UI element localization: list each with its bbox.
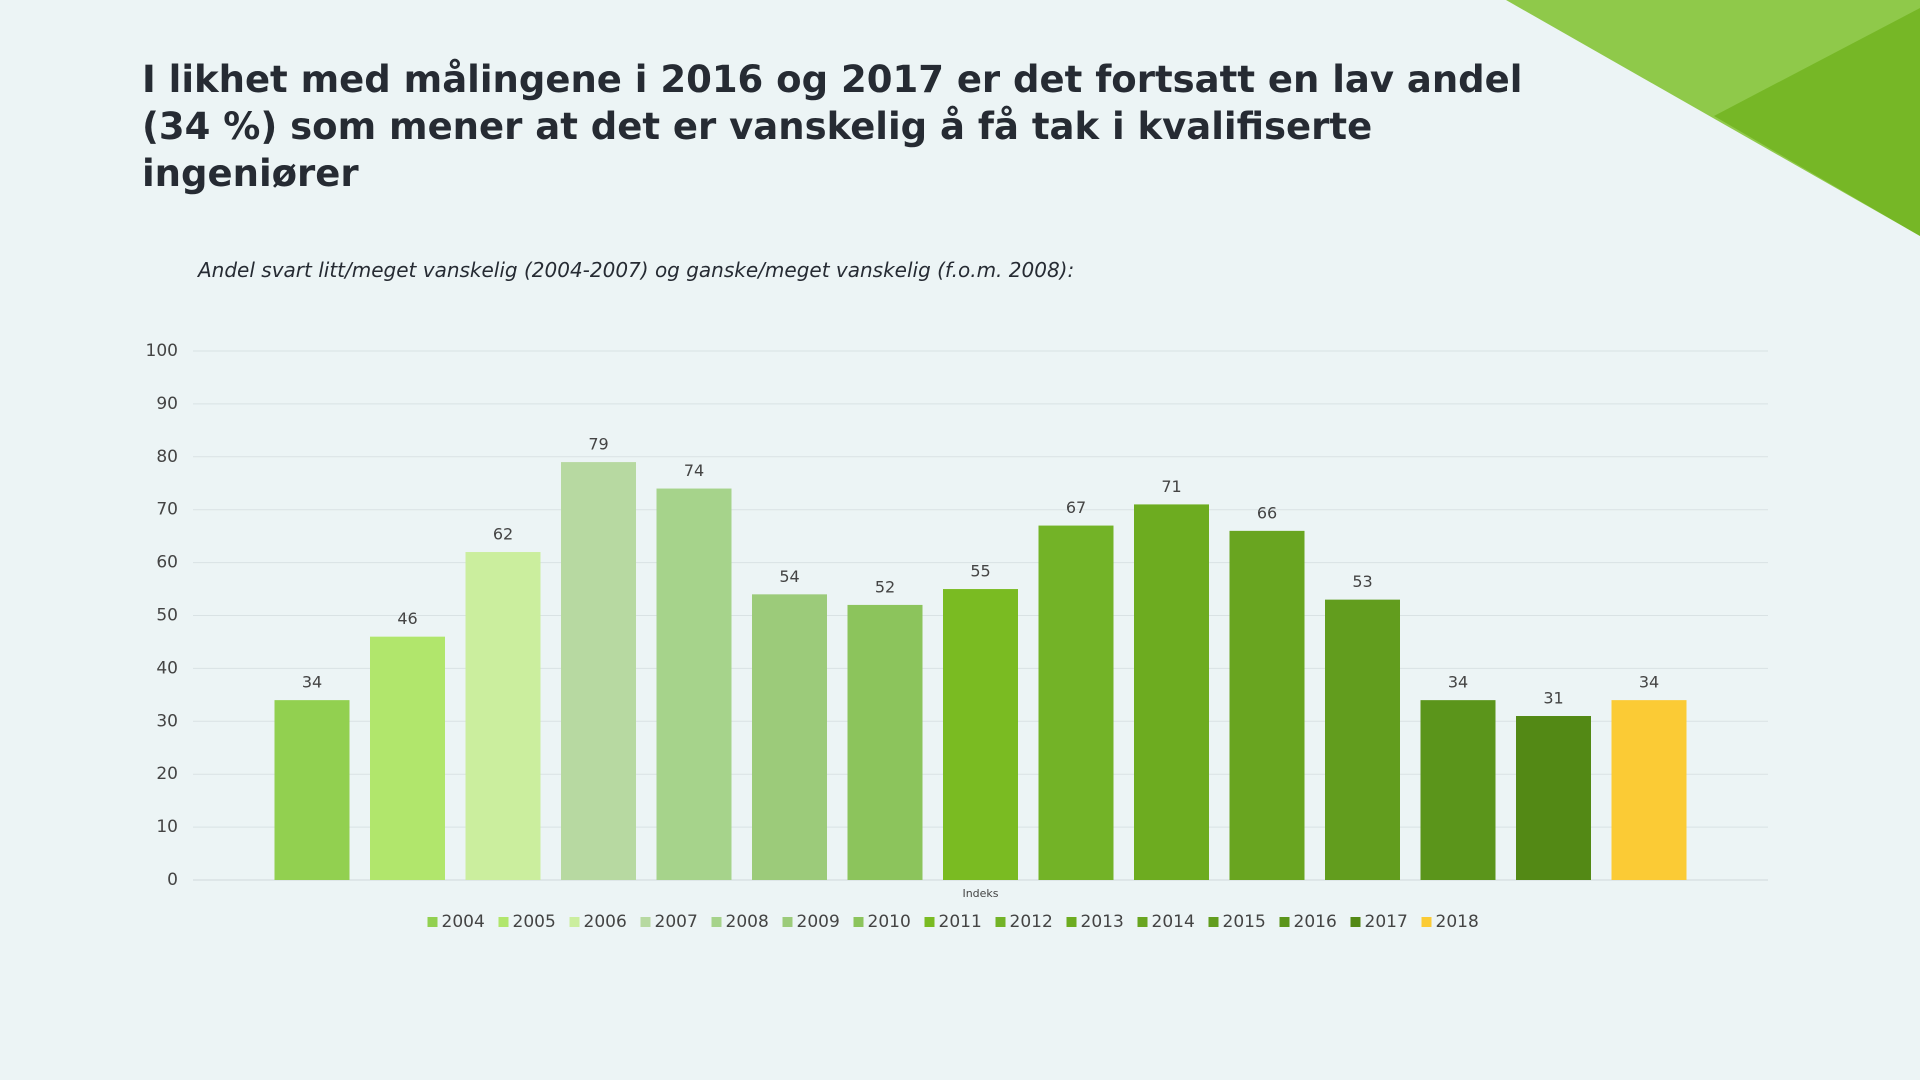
y-tick-label: 100	[146, 341, 178, 361]
data-label: 79	[588, 435, 608, 454]
legend-swatch	[1066, 917, 1077, 927]
legend-label: 2014	[1152, 912, 1195, 932]
legend-label: 2008	[726, 912, 769, 932]
data-label: 34	[1639, 673, 1659, 692]
bar	[465, 552, 541, 880]
bar	[1229, 530, 1305, 880]
legend-swatch	[1137, 917, 1148, 927]
legend-label: 2004	[442, 912, 485, 932]
legend-swatch	[498, 917, 509, 927]
chart-title: I likhet med målingene i 2016 og 2017 er…	[142, 58, 1523, 195]
y-tick-label: 50	[156, 606, 178, 626]
data-label: 62	[493, 525, 513, 544]
x-tick-label: Indeks	[962, 887, 998, 900]
legend-swatch	[853, 917, 864, 927]
y-tick-label: 40	[156, 658, 178, 678]
bar	[1325, 599, 1400, 880]
legend-swatch	[569, 917, 580, 927]
bar	[752, 594, 827, 880]
legend-label: 2013	[1081, 912, 1124, 932]
data-label: 55	[970, 562, 990, 581]
bar	[656, 488, 732, 880]
legend-label: 2015	[1223, 912, 1266, 932]
bar	[370, 636, 445, 880]
legend-label: 2006	[584, 912, 627, 932]
y-tick-label: 60	[156, 553, 178, 573]
data-label: 53	[1352, 572, 1372, 591]
bar	[1038, 525, 1114, 880]
legend-swatch	[1208, 917, 1219, 927]
legend-label: 2018	[1436, 912, 1479, 932]
legend-swatch	[924, 917, 935, 927]
data-label: 46	[397, 609, 417, 628]
bar	[274, 700, 350, 880]
y-tick-label: 0	[167, 870, 178, 890]
legend-label: 2009	[797, 912, 840, 932]
y-tick-label: 80	[156, 447, 178, 467]
y-tick-label: 70	[156, 500, 178, 520]
legend-swatch	[711, 917, 722, 927]
bar	[561, 462, 636, 880]
legend-label: 2012	[1010, 912, 1053, 932]
y-tick-label: 90	[156, 394, 178, 414]
bar	[1134, 504, 1209, 880]
legend-label: 2016	[1294, 912, 1337, 932]
legend-label: 2010	[868, 912, 911, 932]
y-tick-label: 10	[156, 817, 178, 837]
legend-label: 2011	[939, 912, 982, 932]
data-label: 71	[1161, 477, 1181, 496]
legend-label: 2017	[1365, 912, 1408, 932]
bar	[943, 589, 1018, 880]
bar	[1420, 700, 1496, 880]
decoration	[1714, 8, 1920, 236]
chart-subtitle: Andel svart litt/meget vanskelig (2004-2…	[198, 258, 1075, 282]
data-label: 52	[875, 577, 895, 596]
data-label: 66	[1257, 503, 1277, 522]
decoration	[1506, 0, 1920, 236]
legend-swatch	[640, 917, 651, 927]
data-label: 67	[1066, 498, 1086, 517]
y-tick-label: 20	[156, 764, 178, 784]
data-label: 31	[1543, 689, 1563, 708]
data-label: 34	[1448, 673, 1468, 692]
y-tick-label: 30	[156, 711, 178, 731]
legend-swatch	[1421, 917, 1432, 927]
legend-swatch	[1350, 917, 1361, 927]
data-label: 54	[779, 567, 799, 586]
bar	[847, 604, 923, 880]
legend-swatch	[427, 917, 438, 927]
data-label: 74	[684, 461, 704, 480]
data-label: 34	[302, 673, 322, 692]
legend-swatch	[995, 917, 1006, 927]
legend-swatch	[1279, 917, 1290, 927]
bar	[1611, 700, 1687, 880]
legend-swatch	[782, 917, 793, 927]
legend-label: 2007	[655, 912, 698, 932]
legend-label: 2005	[513, 912, 556, 932]
bar	[1516, 716, 1591, 880]
